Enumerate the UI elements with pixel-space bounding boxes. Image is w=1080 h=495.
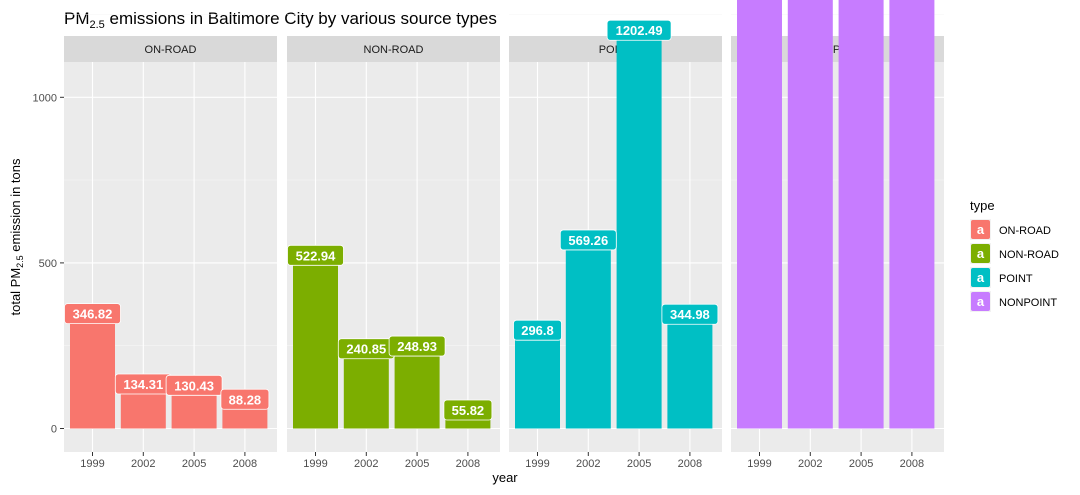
facet-strip-label: NON-ROAD (364, 44, 424, 56)
legend-label: POINT (999, 273, 1033, 285)
data-label-box (165, 374, 223, 396)
data-label-box (388, 335, 446, 357)
data-label-box (606, 19, 672, 41)
legend-key-swatch (971, 292, 990, 311)
bar-point-1999 (515, 330, 560, 429)
legend-item-on-road: a ON-ROAD (970, 219, 1051, 240)
data-label: 240.85 (346, 342, 386, 357)
legend-label: NONPOINT (999, 297, 1057, 309)
x-tick-label: 2005 (849, 458, 873, 470)
title-subscript: 2.5 (90, 19, 105, 31)
bar-non-road-2005 (394, 346, 440, 429)
data-label-box (220, 388, 270, 410)
legend-label: NON-ROAD (999, 249, 1059, 261)
legend-label: ON-ROAD (999, 225, 1051, 237)
panel-on-road: ON-ROAD 346.82 134.31 130.43 88.28 1999 2002 20… (64, 14, 277, 470)
data-label-box (64, 303, 121, 325)
data-label: 134.31 (123, 377, 163, 392)
legend-title: type (970, 198, 995, 213)
y-label-subscript: 2.5 (15, 255, 25, 268)
legend-key-glyph: a (977, 294, 985, 309)
legend-item-nonpoint: a NONPOINT (970, 291, 1057, 312)
bar-non-road-2002 (343, 348, 389, 429)
x-tick-label: 2002 (576, 458, 600, 470)
bar-nonpoint-1999 (737, 0, 782, 429)
x-tick-label: 2005 (627, 458, 651, 470)
data-label-box (661, 303, 719, 325)
data-label: 569.26 (568, 233, 608, 248)
legend-key-glyph: a (977, 222, 985, 237)
y-tick-label: 0 (51, 424, 57, 436)
data-label: 88.28 (229, 392, 262, 407)
x-tick-label: 2002 (131, 458, 155, 470)
x-tick-label: 1999 (80, 458, 104, 470)
x-tick-label: 1999 (747, 458, 771, 470)
facet-panels: ON-ROAD 346.82 134.31 130.43 88.28 1999 2002 20… (64, 0, 944, 470)
y-axis: 0500100015002000 (33, 92, 64, 436)
x-tick-label: 2008 (456, 458, 480, 470)
data-label: 522.94 (296, 248, 337, 263)
data-label: 1202.49 (616, 23, 663, 38)
legend-key-swatch (971, 268, 990, 287)
bar-point-2005 (616, 30, 662, 429)
x-tick-label: 2005 (182, 458, 206, 470)
x-tick-label: 1999 (525, 458, 549, 470)
legend-key-swatch (971, 244, 990, 263)
chart-title: PM2.5 emissions in Baltimore City by var… (64, 9, 497, 31)
x-tick-label: 2002 (354, 458, 378, 470)
x-tick-label: 1999 (303, 458, 327, 470)
facet-strip-label: ON-ROAD (145, 44, 197, 56)
legend-key-swatch (971, 220, 990, 239)
bar-nonpoint-2005 (838, 0, 884, 429)
y-axis-label: total PM2.5 emission in tons (8, 158, 25, 316)
legend: type a ON-ROAD a NON-ROAD a POINT a NONPOINT (970, 198, 1059, 312)
bar-on-road-1999 (70, 313, 115, 429)
legend-item-point: a POINT (970, 267, 1033, 288)
panel-nonpoint: NONPOINT2107.621509.51509.51373.21199920… (731, 0, 944, 470)
facet-strip (287, 36, 500, 62)
y-label-pre: total PM (8, 268, 23, 316)
legend-key-glyph: a (977, 270, 985, 285)
x-tick-label: 2008 (233, 458, 257, 470)
bar-nonpoint-2008 (889, 0, 935, 429)
data-label: 344.98 (670, 307, 710, 322)
bar-point-2002 (565, 239, 611, 429)
data-label: 346.82 (73, 307, 113, 322)
y-tick-label: 500 (39, 258, 57, 270)
data-label: 55.82 (452, 403, 485, 418)
data-label-box (287, 244, 344, 266)
x-tick-label: 2005 (405, 458, 429, 470)
panel-non-road: NON-ROAD 522.94 240.85 248.93 55.82 1999 2002 2… (287, 14, 500, 470)
data-label: 248.93 (397, 339, 437, 354)
legend-key-glyph: a (977, 246, 985, 261)
data-label-box (513, 319, 562, 341)
x-tick-label: 2002 (798, 458, 822, 470)
data-label: 130.43 (174, 378, 214, 393)
bar-point-2008 (667, 314, 713, 429)
y-label-post: emission in tons (8, 158, 23, 255)
title-main: PM (64, 9, 90, 28)
facet-strip (64, 36, 277, 62)
bar-nonpoint-2002 (787, 0, 833, 429)
x-tick-label: 2008 (900, 458, 924, 470)
title-rest: emissions in Baltimore City by various s… (105, 9, 497, 28)
data-label: 296.8 (521, 323, 554, 338)
y-tick-label: 1000 (33, 92, 57, 104)
data-label-box (559, 229, 617, 251)
x-tick-label: 2008 (678, 458, 702, 470)
bar-non-road-1999 (293, 255, 338, 429)
data-label-box (443, 399, 493, 421)
legend-item-non-road: a NON-ROAD (970, 243, 1059, 264)
x-axis-label: year (492, 470, 518, 485)
